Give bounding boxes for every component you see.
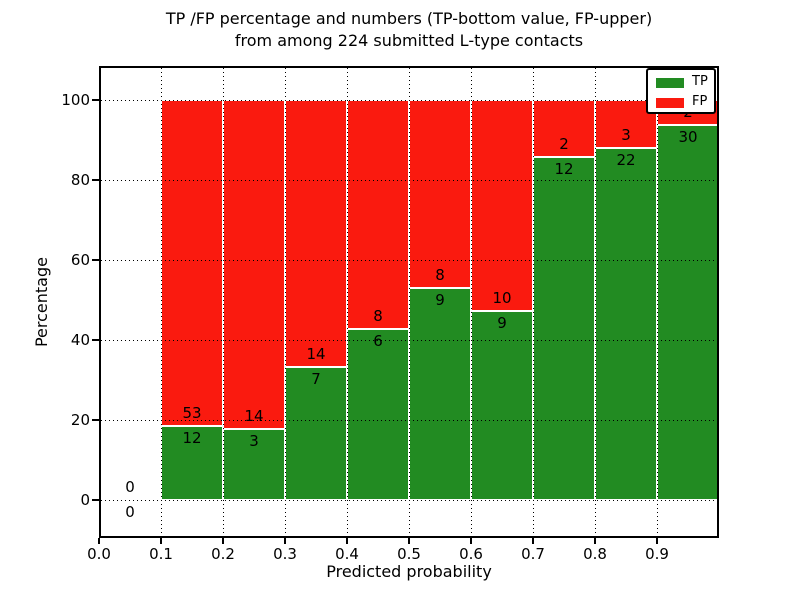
x-tick-label: 0.2	[211, 545, 235, 563]
bar-segment-fp	[223, 100, 285, 430]
x-tick	[98, 538, 100, 544]
bar-label-tp: 6	[373, 331, 383, 350]
bar-label-fp: 2	[559, 135, 569, 154]
legend-row-fp: FP	[648, 94, 714, 111]
y-gridline	[101, 180, 717, 181]
y-tick-label: 20	[70, 411, 90, 429]
y-tick	[92, 259, 99, 261]
fp-legend-swatch-icon	[656, 98, 684, 108]
x-gridline	[595, 68, 596, 536]
y-tick	[92, 419, 99, 421]
bar-label-fp: 0	[125, 478, 135, 496]
y-axis-label: Percentage	[32, 257, 51, 348]
bar-segment-tp	[161, 426, 223, 500]
bar-label-tp: 12	[182, 429, 202, 448]
x-tick	[408, 538, 410, 544]
bar-label-tp: 0	[125, 503, 135, 521]
bar-segment-tp	[285, 366, 347, 500]
bar-segment-tp	[533, 157, 595, 500]
x-tick-label: 0.3	[273, 545, 297, 563]
y-tick-label: 100	[61, 91, 90, 109]
y-gridline	[101, 340, 717, 341]
y-tick	[92, 99, 99, 101]
bar-label-tp: 3	[249, 432, 259, 451]
bar-segment-fp	[285, 100, 347, 367]
bar-label-fp: 14	[244, 407, 264, 426]
x-gridline	[161, 68, 162, 536]
bar-segment-tp	[657, 125, 717, 500]
bar-label-tp: 9	[497, 313, 507, 332]
bar-segment-tp	[595, 148, 657, 500]
x-tick	[284, 538, 286, 544]
bar-label-fp: 8	[435, 266, 445, 285]
x-gridline	[409, 68, 410, 536]
bar-segment-fp	[161, 100, 223, 427]
bar-label-fp: 10	[492, 288, 512, 307]
y-tick-label: 0	[80, 491, 90, 509]
x-tick	[470, 538, 472, 544]
legend-label-fp: FP	[692, 94, 708, 109]
x-gridline	[223, 68, 224, 536]
bar-label-tp: 7	[311, 369, 321, 388]
y-gridline	[101, 500, 717, 501]
y-tick-label: 40	[70, 331, 90, 349]
x-tick	[222, 538, 224, 544]
x-tick-label: 0.7	[521, 545, 545, 563]
x-tick-label: 0.4	[335, 545, 359, 563]
bar-label-fp: 8	[373, 306, 383, 325]
y-tick	[92, 499, 99, 501]
y-gridline	[101, 260, 717, 261]
bar-segment-fp	[471, 100, 533, 311]
chart-title: TP /FP percentage and numbers (TP-bottom…	[99, 8, 719, 52]
chart-title-line1: TP /FP percentage and numbers (TP-bottom…	[165, 9, 653, 28]
x-tick-label: 0.6	[459, 545, 483, 563]
bar-segment-tp	[347, 328, 409, 500]
x-tick-label: 0.9	[645, 545, 669, 563]
y-tick	[92, 339, 99, 341]
y-gridline	[101, 420, 717, 421]
y-tick-label: 80	[70, 171, 90, 189]
chart-title-line2: from among 224 submitted L-type contacts	[234, 31, 584, 50]
bar-segment-fp	[347, 100, 409, 329]
y-gridline	[101, 100, 717, 101]
bar-label-tp: 22	[616, 151, 636, 169]
x-tick-label: 0.0	[87, 545, 111, 563]
bar-label-fp: 3	[621, 126, 631, 144]
y-tick	[92, 179, 99, 181]
x-tick	[656, 538, 658, 544]
bar-segment-tp	[471, 310, 533, 500]
x-tick	[532, 538, 534, 544]
x-tick	[594, 538, 596, 544]
bar-label-fp: 53	[182, 404, 202, 423]
tp-legend-swatch-icon	[656, 78, 684, 88]
x-gridline	[533, 68, 534, 536]
x-gridline	[471, 68, 472, 536]
x-gridline	[657, 68, 658, 536]
bar-segment-tp	[409, 288, 471, 500]
bar-label-tp: 30	[678, 128, 698, 146]
x-gridline	[285, 68, 286, 536]
x-tick	[346, 538, 348, 544]
x-gridline	[347, 68, 348, 536]
x-tick-label: 0.1	[149, 545, 173, 563]
x-tick-label: 0.8	[583, 545, 607, 563]
y-tick-label: 60	[70, 251, 90, 269]
x-tick	[160, 538, 162, 544]
bar-label-tp: 9	[435, 291, 445, 310]
x-axis-label: Predicted probability	[326, 562, 492, 581]
bar-label-fp: 14	[306, 344, 326, 363]
bar-label-tp: 12	[554, 160, 574, 179]
legend-row-tp: TP	[648, 74, 714, 91]
legend: TP FP	[646, 68, 716, 114]
legend-label-tp: TP	[692, 74, 708, 89]
x-tick-label: 0.5	[397, 545, 421, 563]
plot-canvas: 0053121431478689109212322230	[101, 68, 717, 536]
